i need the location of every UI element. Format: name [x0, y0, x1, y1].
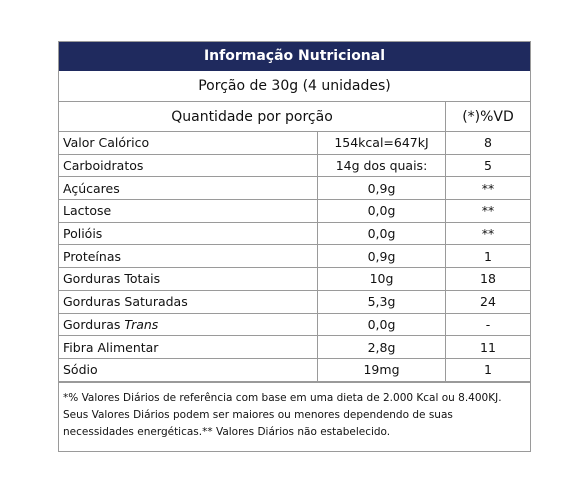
nutrition-facts: Informação Nutricional Porção de 30g (4 …	[58, 41, 531, 452]
quantity: 2,8g	[317, 335, 446, 359]
daily-value: -	[445, 312, 530, 337]
quantity: 14g dos quais:	[317, 153, 446, 178]
nutrient-label: Gorduras Trans	[59, 312, 318, 337]
nutrient-row: Açúcares 0,9g **	[59, 176, 530, 201]
nutrient-row: Proteínas 0,9g 1	[59, 244, 530, 269]
label-text: Lactose	[63, 203, 112, 219]
daily-value: **	[445, 199, 530, 223]
daily-value: 18	[445, 267, 530, 291]
daily-value: 11	[445, 335, 530, 359]
daily-value: **	[445, 221, 530, 246]
daily-value: 1	[445, 357, 530, 382]
nutrient-row: Gorduras Saturadas 5,3g 24	[59, 289, 530, 314]
daily-value: 5	[445, 153, 530, 178]
quantity: 19mg	[317, 357, 446, 382]
nutrient-row: Gorduras Trans 0,0g -	[59, 312, 530, 337]
nutrient-label: Sódio	[59, 357, 318, 382]
daily-value: 1	[445, 244, 530, 269]
quantity: 0,0g	[317, 221, 446, 246]
nutrient-row: Valor Calórico 154kcal=647kJ 8	[59, 131, 530, 155]
label-text: Valor Calórico	[63, 135, 150, 151]
column-header: (*)%VD	[445, 102, 530, 132]
nutrient-label: Carboidratos	[59, 153, 318, 178]
label-text: Gorduras Saturadas	[63, 294, 188, 310]
quantity: 0,0g	[317, 312, 446, 337]
column-header: Quantidade por porção	[59, 102, 446, 132]
label-text: Fibra Alimentar	[63, 339, 159, 355]
header-row: Quantidade por porção (*)%VD	[59, 102, 530, 132]
nutrient-row: Carboidratos 14g dos quais: 5	[59, 153, 530, 178]
nutrient-row: Sódio 19mg 1	[59, 357, 530, 382]
label-text: Gorduras Totais	[63, 271, 161, 287]
daily-value: 8	[445, 131, 530, 155]
daily-value: **	[445, 176, 530, 201]
label-text: Açúcares	[63, 180, 120, 196]
nutrient-label: Lactose	[59, 199, 318, 223]
nutrient-row: Polióis 0,0g **	[59, 221, 530, 246]
nutrition-table: Quantidade por porção (*)%VD Valor Calór…	[59, 102, 530, 382]
nutrient-label: Valor Calórico	[59, 131, 318, 155]
nutrient-row: Fibra Alimentar 2,8g 11	[59, 335, 530, 359]
nutrient-row: Lactose 0,0g **	[59, 199, 530, 223]
nutrient-label: Fibra Alimentar	[59, 335, 318, 359]
title: Informação Nutricional	[59, 42, 530, 71]
table-body: Quantidade por porção (*)%VD Valor Calór…	[59, 102, 530, 382]
footnote: *% Valores Diários de referência com bas…	[59, 381, 530, 451]
quantity: 10g	[317, 267, 446, 291]
label-text: Sódio	[63, 362, 98, 378]
quantity: 0,9g	[317, 244, 446, 269]
label-text: Gorduras	[63, 316, 121, 332]
quantity: 0,0g	[317, 199, 446, 223]
quantity: 0,9g	[317, 176, 446, 201]
nutrient-label: Polióis	[59, 221, 318, 246]
nutrient-label: Gorduras Totais	[59, 267, 318, 291]
nutrient-label: Gorduras Saturadas	[59, 289, 318, 314]
nutrient-label: Proteínas	[59, 244, 318, 269]
portion: Porção de 30g (4 unidades)	[59, 71, 530, 102]
label-italic: Trans	[124, 316, 159, 332]
label-text: Proteínas	[63, 248, 121, 264]
quantity: 5,3g	[317, 289, 446, 314]
label-text: Carboidratos	[63, 158, 144, 174]
nutrient-label: Açúcares	[59, 176, 318, 201]
nutrient-row: Gorduras Totais 10g 18	[59, 267, 530, 291]
quantity: 154kcal=647kJ	[317, 131, 446, 155]
daily-value: 24	[445, 289, 530, 314]
label-text: Polióis	[63, 226, 103, 242]
